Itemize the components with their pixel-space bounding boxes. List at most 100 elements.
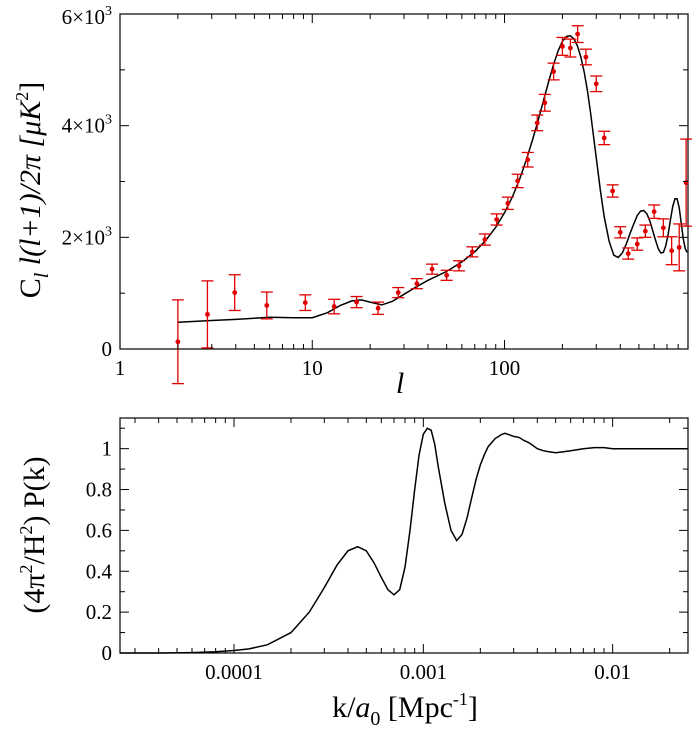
data-marker xyxy=(232,290,238,296)
y-tick-label: 6×103 xyxy=(62,4,112,29)
data-point-13 xyxy=(466,246,479,258)
data-marker xyxy=(634,241,640,247)
y-tick-label: 1 xyxy=(102,437,113,461)
y-tick-label-base: 0 xyxy=(102,337,113,361)
data-marker xyxy=(331,304,337,309)
data-marker xyxy=(456,263,462,269)
y-tick-label-base: 2×10 xyxy=(62,225,105,249)
data-point-22 xyxy=(556,36,569,56)
data-marker xyxy=(515,178,521,184)
data-point-21 xyxy=(547,62,560,81)
data-point-30 xyxy=(622,247,635,260)
x-tick-label: 10 xyxy=(302,356,323,380)
bottom-x-axis-label: k/a0 [Mpc-1] xyxy=(332,689,478,730)
primordial-spectrum-panel: 0.0001 0.001 0.01 00.20.40.60.81 k/a0 [Mpc… xyxy=(16,417,689,730)
data-marker xyxy=(395,290,401,296)
data-point-35 xyxy=(665,236,678,266)
bottom-plot-frame xyxy=(119,417,689,654)
top-ylabel-c: C xyxy=(14,278,47,298)
data-marker xyxy=(583,54,589,60)
data-marker xyxy=(593,81,599,87)
bottom-ylabel-a: (4π xyxy=(18,574,51,614)
data-marker xyxy=(610,188,616,194)
top-data-points-layer xyxy=(171,25,692,385)
bottom-xlabel-c-sup: -1 xyxy=(453,689,468,709)
bottom-curve-layer xyxy=(120,427,688,654)
x-tick-label: 100 xyxy=(489,356,521,380)
y-tick-label: 2×103 xyxy=(62,224,112,249)
data-marker xyxy=(175,339,181,345)
y-tick-label: 0.6 xyxy=(86,518,112,542)
data-marker xyxy=(676,244,682,250)
data-point-29 xyxy=(614,226,627,239)
data-point-28 xyxy=(606,184,619,198)
top-ylabel-sup: 2 xyxy=(12,92,32,101)
data-point-16 xyxy=(501,196,514,211)
data-marker xyxy=(469,249,475,255)
data-point-33 xyxy=(648,204,661,220)
data-marker xyxy=(651,209,657,215)
x-tick-label: 0.001 xyxy=(400,660,447,684)
top-ylabel-end: ] xyxy=(14,82,47,92)
data-marker xyxy=(669,248,675,254)
data-point-12 xyxy=(453,260,466,272)
data-marker xyxy=(642,228,648,234)
y-tick-label-exp: 3 xyxy=(105,4,112,19)
bottom-x-ticks: 0.0001 0.001 0.01 xyxy=(134,418,671,684)
y-tick-label: 0.4 xyxy=(86,559,113,583)
bottom-ylabel-b: /H xyxy=(18,535,51,565)
data-point-6 xyxy=(350,295,363,309)
bottom-ylabel-a-sup: 2 xyxy=(16,565,36,574)
data-point-1 xyxy=(201,280,214,349)
data-marker xyxy=(560,43,565,49)
top-x-axis-label: l xyxy=(396,367,404,400)
data-marker xyxy=(683,180,689,186)
data-marker xyxy=(601,135,607,141)
data-marker xyxy=(414,281,420,287)
data-point-18 xyxy=(521,151,534,168)
data-point-3 xyxy=(260,291,273,320)
data-marker xyxy=(482,237,488,242)
top-plot-frame xyxy=(119,13,689,350)
data-point-24 xyxy=(571,25,584,44)
bottom-ylabel-b-sup: 2 xyxy=(16,526,36,535)
data-point-36 xyxy=(673,223,686,272)
x-tick-label: 0.0001 xyxy=(205,660,263,684)
data-point-17 xyxy=(511,173,524,189)
data-marker xyxy=(625,251,631,256)
data-point-26 xyxy=(590,75,603,93)
data-marker xyxy=(567,45,573,51)
data-point-9 xyxy=(410,277,423,290)
data-point-37 xyxy=(680,138,692,227)
data-point-4 xyxy=(299,294,312,312)
bottom-xlabel-b: a xyxy=(355,691,370,724)
y-tick-label-exp: 3 xyxy=(105,113,112,128)
data-marker xyxy=(505,200,511,206)
top-ylabel-mid: l(l+1)/2π [μK xyxy=(14,99,47,273)
x-tick-label: 0.01 xyxy=(594,660,631,684)
data-marker xyxy=(660,225,666,231)
top-x-ticks: 1 10 100 xyxy=(115,14,689,380)
data-point-2 xyxy=(228,274,241,312)
data-marker xyxy=(375,305,381,311)
data-point-15 xyxy=(490,213,503,226)
data-point-0 xyxy=(171,299,184,385)
data-marker xyxy=(575,31,581,37)
data-point-11 xyxy=(440,269,453,281)
bottom-xlabel-c: [Mpc xyxy=(380,691,452,724)
y-tick-label-exp: 3 xyxy=(105,224,112,239)
data-marker xyxy=(551,69,557,74)
theory-curve xyxy=(177,35,688,323)
y-tick-label: 0 xyxy=(102,337,113,361)
bottom-xlabel-a: k/ xyxy=(332,691,356,724)
bottom-y-ticks: 0 0.2 0.4 0.6 0.8 1 xyxy=(86,427,688,665)
data-marker xyxy=(264,303,270,308)
data-marker xyxy=(534,120,540,126)
data-point-25 xyxy=(579,48,592,66)
data-marker xyxy=(542,100,548,106)
y-tick-label: 0.8 xyxy=(86,478,112,502)
data-point-27 xyxy=(598,130,611,146)
data-marker xyxy=(525,157,531,163)
